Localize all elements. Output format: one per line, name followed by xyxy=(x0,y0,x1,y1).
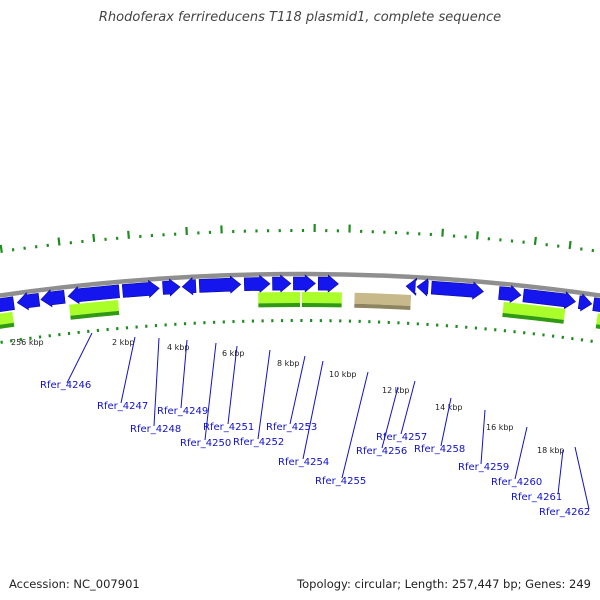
cds-arrow xyxy=(0,296,15,312)
gene-feature-block xyxy=(301,292,342,304)
cds-arrow xyxy=(416,278,429,297)
gene-label-leader xyxy=(341,371,369,479)
gene-label: Rfer_4246 xyxy=(40,380,91,391)
gene-label: Rfer_4260 xyxy=(491,477,542,488)
cds-arrow xyxy=(16,292,41,311)
scale-label: 8 kbp xyxy=(277,359,299,368)
gc-skew-tick-outer xyxy=(57,237,61,246)
gene-label: Rfer_4257 xyxy=(376,432,427,443)
gene-label-leader xyxy=(120,336,136,404)
gene-label: Rfer_4252 xyxy=(233,437,284,448)
cds-arrow xyxy=(405,277,418,296)
scale-label: 10 kbp xyxy=(329,370,357,379)
gene-feature-block xyxy=(596,313,600,325)
gene-label-leader xyxy=(153,337,160,427)
map-title: Rhodoferax ferrireducens T118 plasmid1, … xyxy=(98,10,502,25)
gene-label: Rfer_4255 xyxy=(315,476,366,487)
genome-summary-text: Topology: circular; Length: 257,447 bp; … xyxy=(297,577,591,591)
gene-feature-block xyxy=(258,292,300,304)
gene-feature-edge xyxy=(0,322,15,329)
scale-label: 6 kbp xyxy=(222,349,244,358)
cds-arrow xyxy=(121,279,160,299)
gene-label-leader xyxy=(257,349,271,440)
gene-label-leader xyxy=(289,355,306,425)
scale-label: 2 kbp xyxy=(112,338,134,347)
gene-label-leader xyxy=(381,386,399,449)
gc-skew-tick-outer xyxy=(568,240,572,250)
gc-skew-tick-outer xyxy=(476,231,479,240)
cds-arrow xyxy=(498,285,522,304)
cds-arrow xyxy=(181,277,197,296)
scale-label: 18 kbp xyxy=(537,446,565,455)
gene-label-leader xyxy=(302,360,324,460)
gene-feature-edge xyxy=(258,303,300,308)
cds-arrow xyxy=(430,280,484,300)
cds-arrow xyxy=(592,297,600,312)
cds-arrow xyxy=(198,275,242,294)
gene-feature-block xyxy=(354,292,412,306)
gc-skew-tick-outer xyxy=(92,233,96,242)
gene-feature-block xyxy=(69,299,119,316)
cds-arrow xyxy=(522,288,576,310)
gene-label: Rfer_4258 xyxy=(414,444,465,455)
gene-label-leader xyxy=(480,409,486,465)
cds-arrow xyxy=(243,274,271,294)
gc-skew-tick-outer xyxy=(533,236,537,246)
cds-arrow xyxy=(272,274,292,293)
gene-label: Rfer_4248 xyxy=(130,424,181,435)
cds-arrow xyxy=(40,289,66,308)
cds-arrow xyxy=(162,278,181,297)
gene-label: Rfer_4254 xyxy=(278,457,329,468)
gene-label-leader xyxy=(204,342,217,441)
gene-label-leader xyxy=(574,446,590,510)
scale-label: 12 kbp xyxy=(382,386,410,395)
gene-feature-edge xyxy=(595,324,600,329)
gene-label-leader xyxy=(400,380,416,435)
gene-label-leader xyxy=(440,397,452,447)
gene-label: Rfer_4256 xyxy=(356,446,407,457)
scale-label: 256 kbp xyxy=(11,338,44,347)
cds-arrow xyxy=(317,274,339,293)
sequence-backbone xyxy=(0,271,600,298)
gene-feature-edge xyxy=(502,312,564,324)
gene-label-leader xyxy=(180,339,188,409)
gc-skew-tick-outer xyxy=(127,230,130,239)
gene-label: Rfer_4250 xyxy=(180,438,231,449)
gene-label: Rfer_4253 xyxy=(266,422,317,433)
accession-text: Accession: NC_007901 xyxy=(9,577,140,591)
cds-arrow xyxy=(67,284,120,305)
gene-label: Rfer_4249 xyxy=(157,406,208,417)
gene-label: Rfer_4247 xyxy=(97,401,148,412)
gene-feature-block xyxy=(502,301,566,320)
gene-label: Rfer_4259 xyxy=(458,462,509,473)
gene-label: Rfer_4261 xyxy=(511,492,562,503)
gene-label-leader xyxy=(514,426,528,480)
gene-feature-edge xyxy=(354,303,411,310)
gene-label-leader xyxy=(557,449,564,495)
gc-skew-tick-outer xyxy=(441,228,444,237)
gene-feature-edge xyxy=(70,310,120,320)
gene-feature-block xyxy=(0,311,14,325)
gc-skew-tick-outer xyxy=(0,244,3,253)
gene-label: Rfer_4262 xyxy=(539,507,590,518)
gene-label: Rfer_4251 xyxy=(203,422,254,433)
gene-label-leader xyxy=(227,345,238,425)
gene-feature-edge xyxy=(301,303,342,308)
scale-label: 16 kbp xyxy=(486,423,514,432)
cds-arrow xyxy=(293,274,316,293)
cds-arrow xyxy=(577,293,593,312)
gene-label-leader xyxy=(66,332,93,384)
scale-label: 4 kbp xyxy=(167,343,189,352)
